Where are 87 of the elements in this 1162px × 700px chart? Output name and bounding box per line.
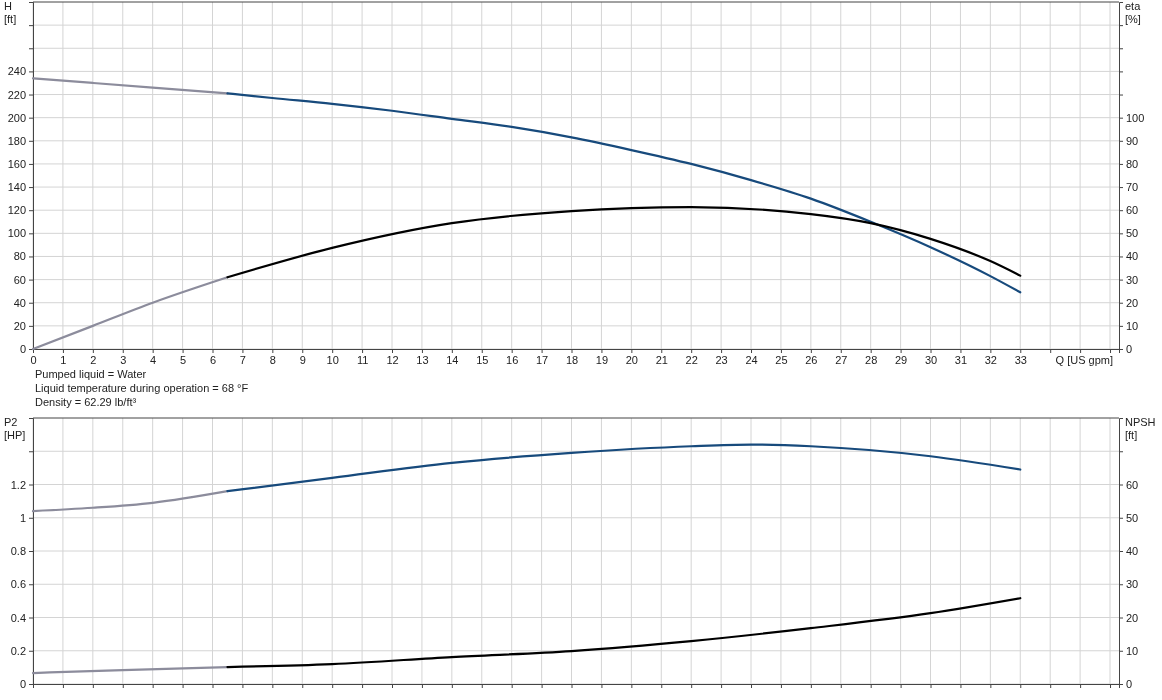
x-axis-title: Q [US gpm] [1055, 354, 1113, 366]
y-tick-label: 1.2 [10, 478, 26, 491]
x-tick-label: 32 [984, 353, 997, 366]
x-tick-label: 20 [625, 353, 638, 366]
text: Pumped liquid = Water [35, 368, 147, 380]
x-tick-label: 5 [180, 353, 187, 366]
x-tick-label: 33 [1014, 353, 1027, 366]
y-tick-label: 20 [13, 319, 26, 332]
y-tick-label: 0.8 [10, 545, 26, 558]
x-tick-label: 8 [269, 353, 276, 366]
y-tick-label: 1 [19, 511, 26, 524]
x-tick-label: 15 [476, 353, 489, 366]
y2-tick-label: 30 [1126, 273, 1139, 286]
y-tick-label: 0 [19, 678, 26, 691]
y2-tick-label: 40 [1126, 545, 1139, 558]
y2-tick-label: 60 [1126, 478, 1139, 491]
line-series [31, 77, 229, 95]
y-tick-label: 100 [7, 227, 26, 240]
x-tick-label: 29 [894, 353, 908, 366]
x-tick-label: 9 [299, 353, 306, 366]
y2-tick-label: 0 [1126, 343, 1133, 356]
text: Density = 62.29 lb/ft³ [35, 396, 137, 408]
y2-tick-label: 80 [1126, 157, 1139, 170]
y-tick-label: 220 [7, 88, 26, 101]
line-series [226, 443, 1022, 493]
y-axis-title: P2 [HP] [4, 416, 26, 441]
y2-tick-label: 50 [1126, 227, 1139, 240]
x-tick-label: 6 [209, 353, 217, 366]
y-tick-label: 240 [7, 65, 26, 78]
y2-axis-title: eta [%] [1125, 0, 1142, 25]
x-tick-label: 0 [30, 353, 37, 366]
x-tick-label: 10 [326, 353, 339, 366]
y-tick-label: 0 [19, 343, 26, 356]
line-series [31, 490, 229, 513]
line-series [226, 92, 1022, 294]
x-tick-label: 3 [120, 353, 127, 366]
x-tick-label: 21 [655, 353, 668, 366]
y2-tick-label: 100 [1126, 111, 1145, 124]
x-tick-label: 4 [150, 353, 157, 366]
x-tick-label: 7 [239, 353, 246, 366]
y2-tick-label: 40 [1126, 250, 1139, 263]
line-series [31, 276, 229, 351]
y-tick-label: 140 [7, 181, 26, 194]
y-tick-label: 180 [7, 134, 26, 147]
x-tick-label: 31 [954, 353, 968, 366]
x-tick-label: 1 [60, 353, 67, 366]
y-tick-label: 0.2 [10, 644, 26, 657]
y-axis-title: H [ft] [4, 0, 17, 25]
x-tick-label: 11 [356, 353, 369, 366]
y-tick-label: 0.4 [10, 611, 26, 624]
x-tick-label: 25 [775, 353, 788, 366]
y2-axis-title: NPSH [ft] [1125, 416, 1156, 441]
x-tick-label: 23 [715, 353, 728, 366]
y2-tick-label: 10 [1126, 319, 1139, 332]
y2-tick-label: 90 [1126, 134, 1139, 147]
y2-tick-label: 60 [1126, 204, 1139, 217]
x-tick-label: 24 [745, 353, 758, 366]
x-tick-label: 13 [416, 353, 429, 366]
x-tick-label: 30 [924, 353, 938, 366]
y-tick-label: 120 [7, 204, 26, 217]
line-series [226, 206, 1022, 279]
x-tick-label: 12 [386, 353, 399, 366]
x-tick-label: 19 [595, 353, 609, 366]
x-tick-label: 2 [90, 353, 97, 366]
x-tick-label: 28 [865, 353, 878, 366]
x-tick-label: 26 [805, 353, 818, 366]
y2-tick-label: 70 [1126, 181, 1139, 194]
y-tick-label: 160 [7, 157, 26, 170]
y2-tick-label: 0 [1126, 678, 1133, 691]
y-tick-label: 200 [7, 111, 26, 124]
x-tick-label: 14 [446, 353, 459, 366]
y-tick-label: 40 [13, 296, 26, 309]
y2-tick-label: 10 [1126, 644, 1139, 657]
text: Liquid temperature during operation = 68 °F [35, 382, 249, 394]
x-tick-label: 22 [685, 353, 698, 366]
x-tick-label: 18 [565, 353, 579, 366]
y2-tick-label: 20 [1126, 611, 1139, 624]
line-series [226, 597, 1022, 669]
x-tick-label: 17 [535, 353, 549, 366]
y-tick-label: 0.6 [10, 578, 26, 591]
x-tick-label: 27 [835, 353, 848, 366]
y-tick-label: 60 [13, 273, 26, 286]
y2-tick-label: 50 [1126, 511, 1139, 524]
y-tick-label: 80 [13, 250, 26, 263]
y2-tick-label: 20 [1126, 296, 1139, 309]
x-tick-label: 16 [506, 353, 519, 366]
y2-tick-label: 30 [1126, 578, 1139, 591]
